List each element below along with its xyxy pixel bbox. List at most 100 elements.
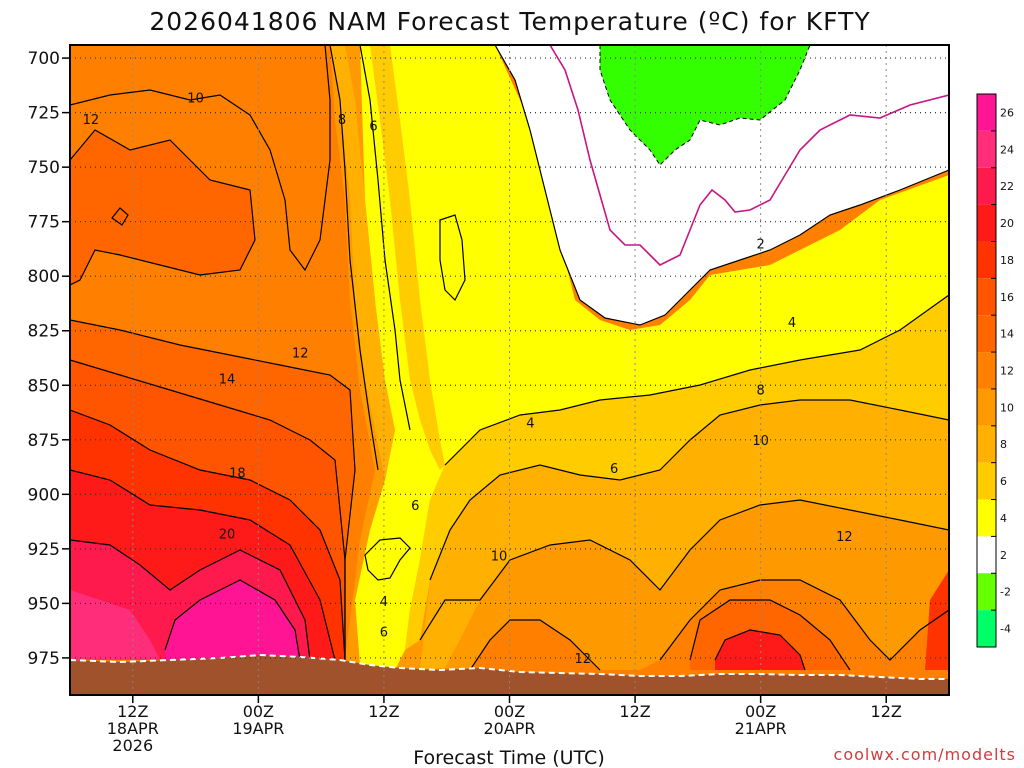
contour-8-main	[419, 499, 949, 641]
x-tick-label: 00Z	[745, 702, 776, 721]
colorbar-label: 12	[1000, 365, 1014, 378]
contour-label: 2	[757, 237, 765, 252]
contour-18	[70, 469, 336, 661]
field-8-10-tongue	[330, 45, 395, 480]
contour-labels: 10 12 8 6 12 14 18 20 4 6 6 10 4 6 12 2 4 8 10 12	[83, 91, 853, 667]
colorbar-label: 6	[1000, 475, 1007, 488]
colorbar-label: 20	[1000, 217, 1014, 230]
x-tick-label: 18APR	[107, 719, 159, 738]
contour-label: 6	[610, 462, 618, 477]
field-12-14-upper-left	[70, 130, 255, 285]
x-tick-label: 2026	[112, 736, 153, 755]
colorbar-swatch	[977, 167, 996, 205]
x-tick-label: 00Z	[494, 702, 525, 721]
colorbar-label: 18	[1000, 254, 1014, 267]
contour-label: 10	[491, 549, 508, 564]
x-tick-label: 20APR	[483, 719, 535, 738]
x-axis-title: Forecast Time (UTC)	[413, 747, 604, 768]
colorbar-swatch	[977, 130, 996, 168]
contour-label: 12	[574, 652, 591, 667]
colorbar-label: 4	[1000, 512, 1007, 525]
colorbar-frame	[976, 93, 997, 648]
contour-label: 8	[338, 113, 346, 128]
contour-label: 10	[752, 434, 769, 449]
contour-14-right	[689, 599, 851, 671]
grid-lines	[70, 45, 949, 695]
field-18-20-right	[715, 630, 805, 670]
colorbar-swatch	[977, 241, 996, 279]
contour-22	[164, 579, 301, 661]
y-tick-label: 825	[28, 322, 60, 342]
colorbar-label: 14	[1000, 328, 1014, 341]
colorbar-label: 24	[1000, 143, 1014, 156]
contour-label: 12	[292, 347, 309, 362]
contour-4-pocket	[364, 537, 411, 581]
plot-area	[70, 45, 949, 695]
colorbar-label: 10	[1000, 401, 1014, 414]
contour-label: 18	[229, 467, 246, 482]
field-8-10-lower	[420, 400, 949, 670]
contour-label: 20	[219, 528, 236, 543]
contour-16	[70, 409, 346, 661]
colorbar-swatch	[977, 315, 996, 353]
contour-0	[549, 45, 949, 266]
y-tick-label: 850	[28, 376, 60, 396]
contour-14	[70, 359, 346, 660]
contour-8-upper	[329, 45, 379, 471]
contour-label: 12	[836, 530, 853, 545]
contour-label: 12	[83, 113, 100, 128]
contour-label: 4	[526, 416, 534, 431]
field-22-24-left	[70, 590, 160, 660]
field-minus2-0	[600, 45, 810, 165]
y-tick-label: 975	[28, 649, 60, 669]
colorbar-swatch	[977, 278, 996, 316]
colorbar-swatch	[977, 462, 996, 500]
contour-label: 6	[369, 120, 377, 135]
x-tick-label: 21APR	[735, 719, 787, 738]
x-tick-label: 12Z	[871, 702, 902, 721]
contour-label: 4	[380, 595, 388, 610]
y-tick-label: 950	[28, 594, 60, 614]
colorbar-swatch	[977, 204, 996, 242]
field-0-2	[495, 45, 949, 325]
x-tick-label: 19APR	[232, 719, 284, 738]
y-tick-label: 925	[28, 540, 60, 560]
contour-10-main	[469, 619, 601, 671]
contour-label: 14	[219, 373, 236, 388]
y-tick-label: 875	[28, 431, 60, 451]
colorbar-swatch	[977, 94, 996, 131]
x-tick-label: 12Z	[619, 702, 650, 721]
contour-label: 10	[187, 91, 204, 106]
colorbar: 26 24 22 20 18 16 14 12 10 8 6 4 2 -2 -4	[976, 93, 1014, 648]
colorbar-label: 16	[1000, 291, 1014, 304]
contour-4-main	[444, 294, 949, 466]
y-tick-label: 800	[28, 267, 60, 287]
contour-10-upper	[70, 45, 331, 272]
field-24-26	[165, 580, 300, 660]
terrain-edge	[70, 653, 949, 680]
colorbar-label: -2	[1000, 586, 1011, 599]
field-4-6	[355, 45, 949, 670]
colorbar-label: 2	[1000, 549, 1007, 562]
contour-label: 4	[788, 316, 796, 331]
contour-label: 6	[380, 626, 388, 641]
field-6-8-tongue	[370, 45, 445, 470]
colorbar-swatch	[977, 425, 996, 463]
contour-2	[494, 45, 949, 326]
chart-title: 2026041806 NAM Forecast Temperature (ºC)…	[149, 7, 870, 36]
colorbar-swatch	[977, 610, 996, 647]
y-tick-label: 725	[28, 104, 60, 124]
field-6-8	[405, 295, 949, 650]
contour-minus2	[599, 45, 811, 166]
colorbar-swatch	[977, 536, 996, 574]
colorbar-swatch	[977, 388, 996, 426]
colorbar-swatch	[977, 499, 996, 537]
contour-6-upper	[359, 45, 411, 431]
contour-8-blob	[439, 214, 466, 302]
contour-12-blob	[111, 207, 129, 226]
contour-6-main	[429, 399, 949, 581]
contour-20	[70, 539, 311, 661]
field-16-18-right-edge	[925, 570, 949, 670]
